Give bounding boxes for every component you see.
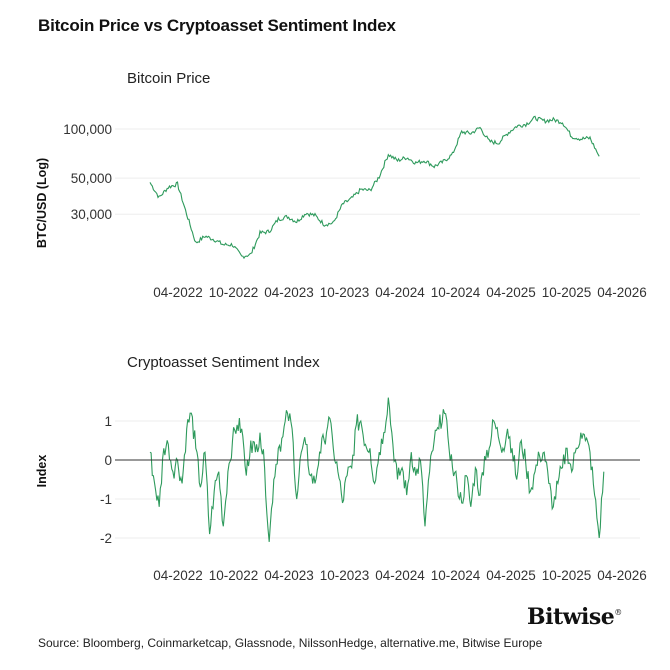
x-tick-label: 10-2022	[209, 568, 259, 583]
logo-text: Bitwise	[527, 604, 615, 630]
x-tick-label: 10-2024	[431, 568, 481, 583]
x-tick-label: 04-2024	[375, 285, 425, 300]
x-tick-label: 04-2022	[153, 568, 203, 583]
x-tick-label: 10-2025	[542, 568, 592, 583]
x-tick-label: 04-2023	[264, 285, 314, 300]
y-tick-label: 50,000	[71, 171, 112, 186]
x-tick-label: 04-2023	[264, 568, 314, 583]
y-tick-label: -2	[100, 531, 112, 546]
bitwise-logo: Bitwise®	[527, 604, 622, 630]
sentiment-index-line	[149, 397, 605, 542]
x-tick-label: 10-2023	[320, 568, 370, 583]
x-tick-label: 10-2022	[209, 285, 259, 300]
x-tick-label: 04-2024	[375, 568, 425, 583]
y-tick-label: 100,000	[63, 122, 112, 137]
btc-price-line	[149, 115, 600, 260]
source-note: Source: Bloomberg, Coinmarketcap, Glassn…	[38, 636, 543, 650]
x-tick-label: 04-2025	[486, 285, 536, 300]
y-tick-label: 30,000	[71, 207, 112, 222]
x-tick-label: 04-2022	[153, 285, 203, 300]
y-tick-label: 1	[104, 414, 112, 429]
x-tick-label: 10-2024	[431, 285, 481, 300]
x-tick-label: 04-2026	[597, 285, 647, 300]
y-tick-label: -1	[100, 492, 112, 507]
y-tick-label: 0	[104, 453, 112, 468]
sentiment-chart-title: Cryptoasset Sentiment Index	[127, 354, 320, 371]
x-tick-label: 10-2023	[320, 285, 370, 300]
x-tick-label: 04-2026	[597, 568, 647, 583]
x-tick-label: 10-2025	[542, 285, 592, 300]
btc-chart-title: Bitcoin Price	[127, 70, 211, 87]
x-tick-label: 04-2025	[486, 568, 536, 583]
chart-title: Bitcoin Price vs Cryptoasset Sentiment I…	[38, 16, 396, 35]
